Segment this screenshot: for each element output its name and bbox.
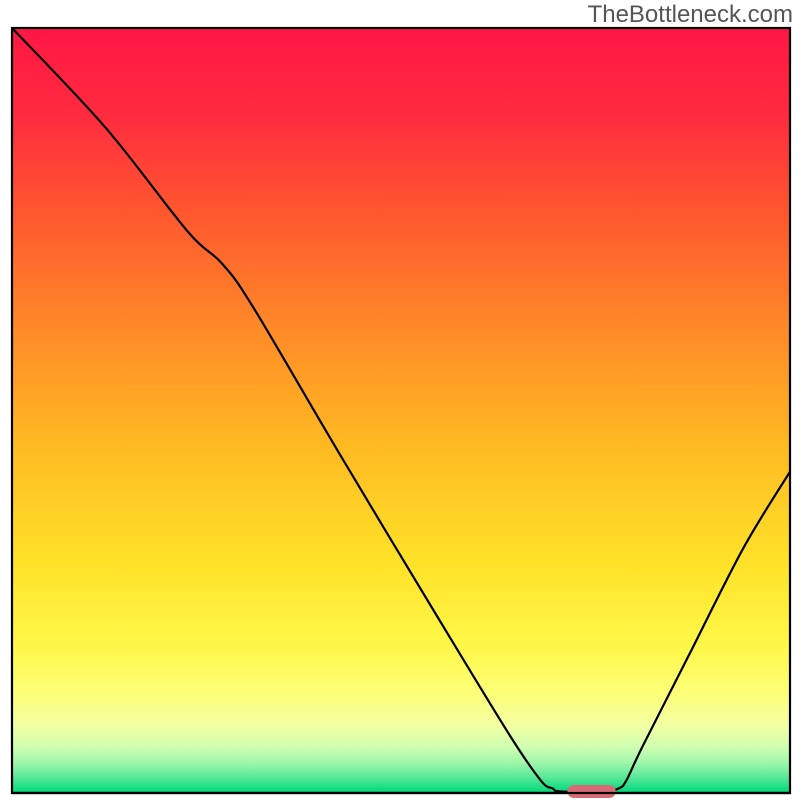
- chart-svg: TheBottleneck.com: [0, 0, 800, 800]
- watermark-text: TheBottleneck.com: [588, 1, 793, 28]
- gradient-background: [12, 28, 790, 793]
- bottleneck-chart: TheBottleneck.com: [0, 0, 800, 800]
- optimal-marker: [567, 785, 615, 798]
